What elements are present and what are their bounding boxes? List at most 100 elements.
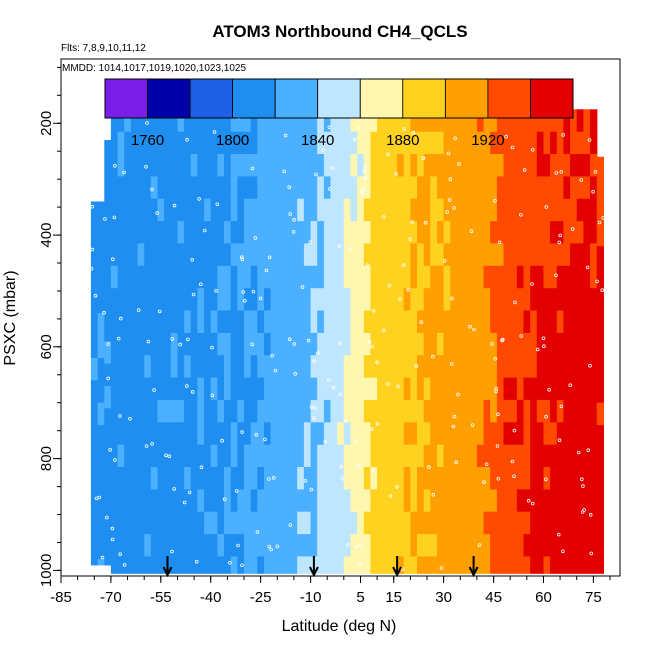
heatmap-cell [470,377,478,401]
heatmap-cell [403,422,411,446]
heatmap-cell [443,131,451,155]
heatmap-cell [370,332,378,356]
heatmap-cell [303,131,312,155]
heatmap-cell [117,355,125,379]
heatmap-cell [197,399,205,423]
heatmap-cell [330,131,338,155]
heatmap-cell [250,131,258,155]
heatmap-cell [197,377,205,401]
heatmap-cell [556,467,565,490]
heatmap-cell [164,422,172,446]
heatmap-cell [483,198,491,222]
heatmap-cell [523,355,531,379]
heatmap-cell [410,176,418,200]
colorbar-segment [147,78,191,119]
heatmap-cell [583,265,591,289]
heatmap-cell [437,534,445,558]
heatmap-cell [437,355,445,379]
heatmap-cell [297,444,305,468]
heatmap-cell [357,131,365,155]
heatmap-cell [590,534,598,558]
heatmap-cell [164,131,172,155]
heatmap-cell [104,207,112,231]
heatmap-cell [117,288,125,312]
heatmap-cell [210,288,218,312]
sample-dot [542,344,546,349]
heatmap-cell [523,467,531,490]
colorbar: 1760 1800 1840 1880 1920 [104,78,574,149]
heatmap-cell [503,399,511,423]
heatmap-cell [177,198,185,222]
heatmap-cell [423,511,431,535]
heatmap-cell [90,447,99,471]
heatmap-cell [590,288,598,312]
heatmap-cell [516,556,525,574]
heatmap-cell [463,534,471,558]
heatmap-cell [443,556,451,574]
heatmap-cell [230,556,238,574]
heatmap-cell [437,556,445,574]
heatmap-cell [590,176,598,200]
heatmap-cell [290,534,298,558]
heatmap-cell [130,355,139,379]
heatmap-cell [150,265,159,289]
heatmap-cell [104,251,112,275]
heatmap-cell [397,310,405,334]
heatmap-cell [290,131,298,155]
heatmap-cell [583,467,591,490]
heatmap-cell [570,355,578,379]
sample-dot [593,170,598,174]
heatmap-cell [536,534,545,558]
heatmap-cell [357,332,365,356]
sample-dot [93,293,98,298]
heatmap-cell [403,399,411,423]
heatmap-cell [343,109,352,133]
heatmap-cell [270,422,278,446]
heatmap-cell [410,154,418,177]
heatmap-cell [210,444,218,468]
heatmap-cell [543,265,551,289]
heatmap-cell [350,534,358,558]
heatmap-cell [470,288,478,312]
heatmap-cell [470,332,478,356]
heatmap-cell [583,243,591,267]
heatmap-cell [377,444,385,468]
heatmap-cell [450,154,458,177]
heatmap-cell [490,511,498,535]
heatmap-cell [317,288,325,312]
heatmap-cell [596,268,604,292]
heatmap-cell [257,444,265,468]
heatmap-cell [383,355,392,379]
sample-dot [339,464,344,469]
sample-dot [327,377,331,382]
heatmap-cell [290,198,298,222]
y-axis-label: PSXC (mbar) [2,270,19,365]
heatmap-cell [443,198,451,222]
heatmap-cell [330,489,338,513]
heatmap-cell [343,221,352,245]
heatmap-cell [370,154,378,177]
heatmap-cell [297,422,305,446]
heatmap-cell [383,399,392,423]
heatmap-cell [383,310,392,334]
sample-dot [477,543,482,547]
heatmap-cell [204,489,212,513]
heatmap-cell [117,131,125,155]
heatmap-cell [417,399,425,423]
heatmap-cell [230,399,238,423]
heatmap-cell [217,131,225,155]
heatmap-cell [297,243,305,267]
heatmap-cell [470,534,478,558]
sample-dot [338,341,343,346]
heatmap-cell [197,198,205,222]
heatmap-cell [423,176,431,200]
heatmap-cell [550,377,558,401]
heatmap-cell [210,176,218,200]
x-tick-label: 60 [535,589,552,606]
heatmap-cell [157,221,165,245]
sample-dot [530,148,535,152]
heatmap-cell [244,265,252,289]
heatmap-cell [90,201,99,225]
heatmap-cell [443,310,451,334]
sample-dot [315,351,320,356]
